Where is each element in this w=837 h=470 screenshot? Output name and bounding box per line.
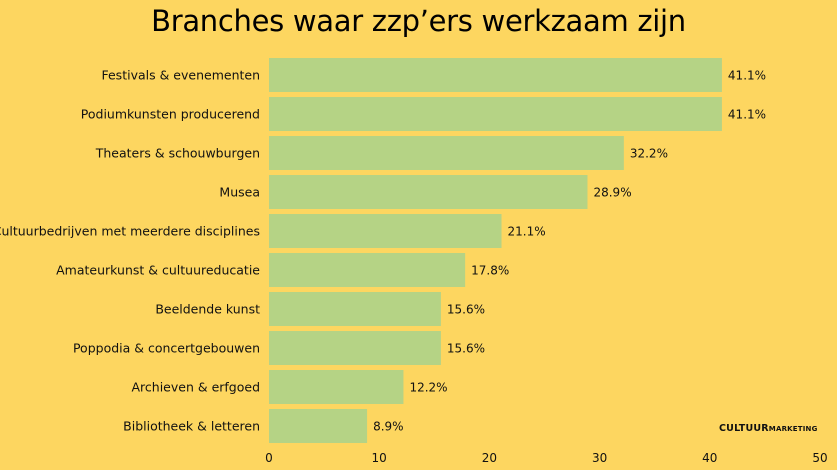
value-label: 41.1% (728, 69, 766, 83)
bar (269, 292, 441, 326)
chart-title: Branches waar zzp’ers werkzaam zijn (151, 4, 686, 38)
brand-logo-part2: MARKETING (768, 425, 818, 433)
value-label: 15.6% (447, 303, 485, 317)
x-tick-label: 40 (702, 451, 717, 465)
value-label: 8.9% (373, 420, 404, 434)
x-tick-label: 0 (265, 451, 273, 465)
value-label: 32.2% (630, 147, 668, 161)
value-label: 41.1% (728, 108, 766, 122)
bar (269, 331, 441, 365)
brand-logo: CULTUURMARKETING (719, 416, 818, 435)
category-label: Amateurkunst & cultuureducatie (56, 263, 260, 278)
x-tick-label: 30 (592, 451, 607, 465)
bar (269, 175, 588, 209)
x-tick-label: 20 (482, 451, 497, 465)
value-label: 12.2% (409, 381, 447, 395)
value-label: 15.6% (447, 342, 485, 356)
bar (269, 409, 368, 443)
category-label: Archieven & erfgoed (131, 380, 260, 395)
category-label: Podiumkunsten producerend (81, 107, 260, 122)
x-tick-label: 50 (812, 451, 827, 465)
category-label: Festivals & evenementen (101, 68, 260, 83)
value-label: 28.9% (593, 186, 631, 200)
category-label: Musea (219, 185, 260, 200)
bar (269, 370, 404, 404)
category-label: Beeldende kunst (155, 302, 260, 317)
bar (269, 97, 722, 131)
bar (269, 253, 466, 287)
bar (269, 136, 624, 170)
category-label: Cultuurbedrijven met meerdere discipline… (0, 224, 260, 239)
value-label: 21.1% (508, 225, 546, 239)
category-label: Theaters & schouwburgen (95, 146, 260, 161)
bar (269, 214, 502, 248)
bar (269, 58, 722, 92)
category-label: Bibliotheek & letteren (123, 419, 260, 434)
x-tick-label: 10 (372, 451, 387, 465)
value-label: 17.8% (471, 264, 509, 278)
brand-logo-part1: CULTUUR (719, 423, 769, 434)
category-label: Poppodia & concertgebouwen (73, 341, 260, 356)
